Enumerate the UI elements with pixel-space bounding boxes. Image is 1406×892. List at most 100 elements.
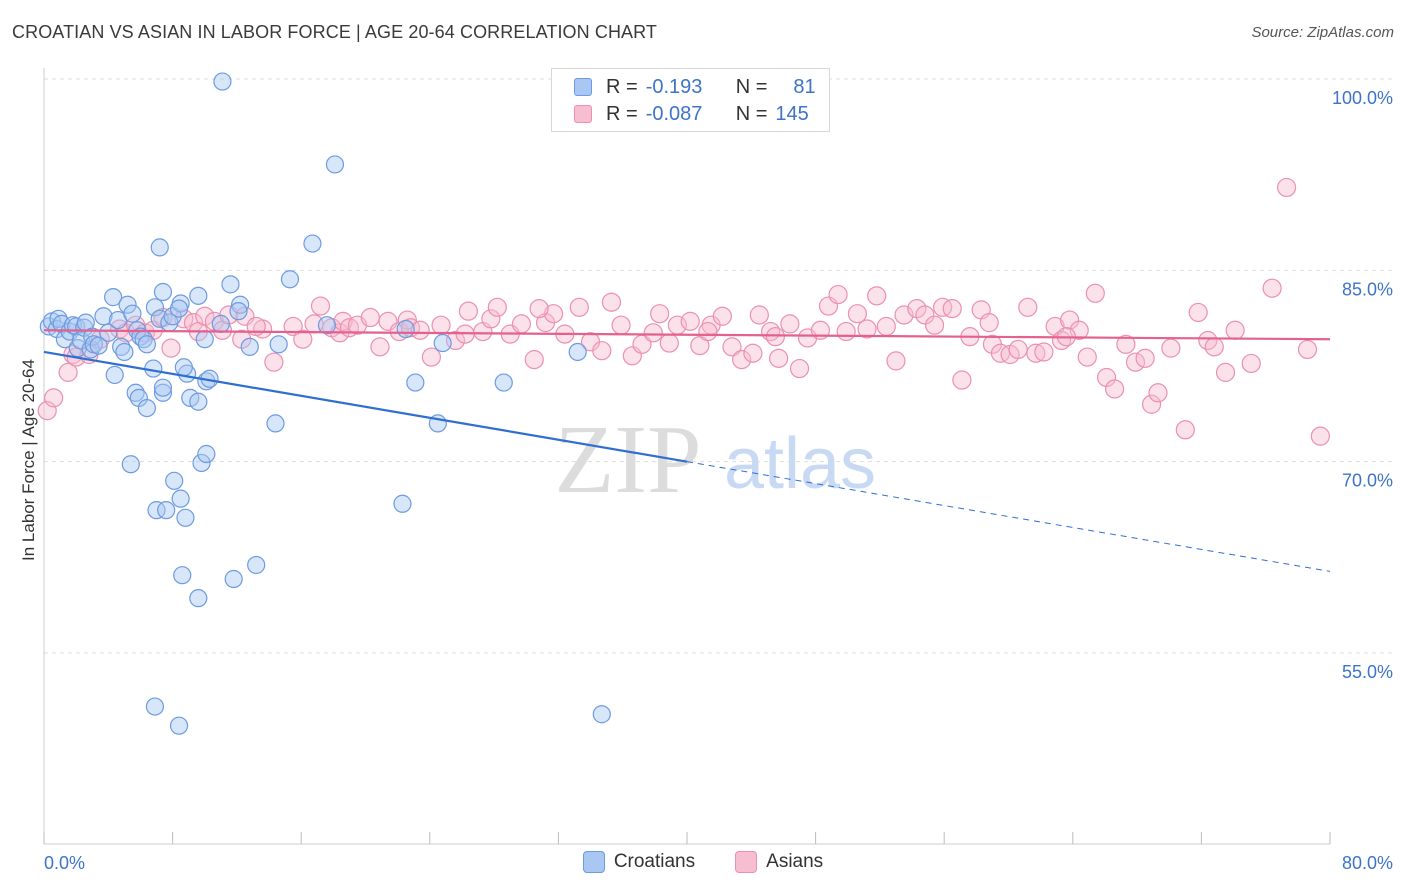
asians-point — [732, 350, 752, 370]
x-tick-label-max: 80.0% — [1342, 853, 1393, 873]
asians-point — [749, 305, 769, 325]
croatians-point — [192, 453, 211, 473]
asians-point — [410, 320, 430, 340]
axes: 100.0% 85.0% 70.0% 55.0% — [43, 68, 1393, 845]
asians-point — [1026, 343, 1046, 363]
asians-point — [886, 351, 906, 371]
chart-title: CROATIAN VS ASIAN IN LABOR FORCE | AGE 2… — [12, 22, 658, 42]
croatians-point — [153, 282, 173, 302]
asians-point — [1125, 352, 1146, 372]
asians-point — [1116, 334, 1136, 354]
asians-point — [643, 323, 663, 343]
croatians-point — [147, 501, 166, 520]
asians-trend-line — [43, 329, 1331, 341]
legend-swatch-croatians — [574, 78, 592, 96]
asians-point — [1077, 347, 1097, 367]
legend-swatch-asians — [735, 851, 758, 873]
croatians-point — [393, 494, 412, 513]
asians-point — [1135, 348, 1155, 368]
asians-point — [789, 358, 810, 379]
asians-point — [942, 299, 962, 319]
asians-point — [370, 337, 390, 357]
croatians-point — [105, 365, 124, 385]
croatians-point — [406, 373, 425, 392]
croatians-point — [121, 455, 140, 474]
asians-point — [601, 292, 622, 312]
asians-point — [698, 321, 718, 342]
croatians-point — [325, 155, 345, 174]
asians-point — [1188, 302, 1208, 323]
asians-point — [1310, 426, 1330, 446]
croatians-point — [280, 270, 300, 289]
asians-point — [1141, 394, 1162, 414]
croatians-point — [153, 378, 173, 397]
asians-points — [37, 177, 1330, 446]
y-tick-label: 55.0% — [1342, 662, 1393, 682]
asians-point — [569, 297, 589, 317]
croatians-point — [229, 302, 248, 321]
asians-point — [458, 301, 478, 321]
asians-point — [1008, 339, 1028, 360]
croatians-point — [174, 358, 193, 377]
asians-point — [481, 309, 501, 329]
y-tick-label: 100.0% — [1332, 88, 1393, 108]
asians-point — [1204, 337, 1224, 357]
legend-item-asians: Asians — [735, 851, 823, 873]
asians-point — [1034, 342, 1054, 362]
croatians-point — [396, 319, 415, 339]
croatians-point — [224, 569, 243, 589]
legend-row-croatians: R = -0.193 N = 81 — [574, 75, 816, 99]
asians-point — [1085, 283, 1105, 303]
croatians-point — [118, 295, 137, 314]
legend-label-asians: Asians — [766, 851, 824, 872]
croatians-point — [115, 342, 134, 362]
asians-point — [611, 315, 631, 335]
x-tick-label-min: 0.0% — [44, 853, 85, 873]
croatians-point — [189, 286, 208, 305]
y-tick-label: 70.0% — [1342, 471, 1393, 491]
asians-point — [44, 388, 64, 408]
croatians-point — [173, 566, 192, 585]
asians-point — [487, 297, 507, 317]
croatians-point — [137, 335, 156, 354]
asians-point — [421, 347, 442, 367]
croatians-point — [104, 288, 123, 307]
croatians-trend-line — [43, 350, 688, 463]
croatians-point — [176, 508, 195, 527]
asians-point — [1161, 338, 1181, 358]
asians-point — [1215, 362, 1236, 382]
croatians-point — [189, 392, 208, 411]
asians-point — [915, 305, 935, 325]
croatians-point — [126, 383, 145, 402]
asians-point — [1018, 297, 1038, 317]
asians-point — [389, 321, 409, 342]
legend-n-value: 81 — [793, 75, 816, 98]
croatians-point — [150, 238, 169, 257]
croatians-point — [195, 330, 214, 349]
legend-swatch-croatians — [582, 851, 605, 873]
asians-point — [1262, 278, 1282, 298]
asians-point — [712, 306, 732, 326]
asians-point — [659, 333, 679, 353]
croatians-trend-extension — [686, 461, 1331, 572]
croatians-point — [169, 299, 189, 318]
asians-point — [932, 297, 953, 317]
croatians-point — [303, 234, 322, 253]
legend-r-label: R = — [606, 75, 638, 98]
asians-point — [524, 350, 544, 370]
croatians-point — [317, 316, 337, 335]
legend-item-croatians: Croatians — [582, 851, 695, 873]
watermark-atlas: atlas — [724, 424, 876, 504]
croatians-point — [189, 589, 208, 608]
asians-point — [743, 343, 763, 363]
asians-point — [722, 337, 742, 357]
asians-point — [161, 338, 181, 358]
asians-point — [680, 311, 700, 331]
trend-lines — [43, 329, 1331, 572]
y-tick-label: 85.0% — [1342, 279, 1393, 299]
croatians-point — [112, 337, 131, 356]
croatians-point — [269, 335, 288, 354]
croatians-point — [247, 555, 266, 575]
croatians-point — [89, 336, 108, 355]
